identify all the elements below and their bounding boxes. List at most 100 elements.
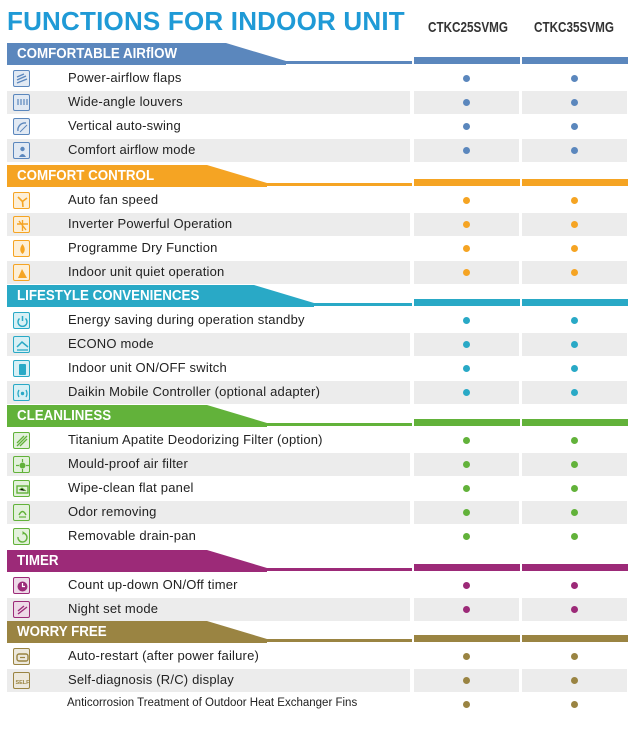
auto-restart-icon xyxy=(13,648,30,665)
column-bar-2 xyxy=(522,564,628,571)
availability-dot-ctkc25svmg xyxy=(463,533,470,540)
availability-dot-ctkc35svmg xyxy=(571,123,578,130)
section-band xyxy=(7,550,267,572)
feature-row: Titanium Apatite Deodorizing Filter (opt… xyxy=(7,429,632,452)
availability-dot-ctkc25svmg xyxy=(463,582,470,589)
feature-row: Indoor unit quiet operation xyxy=(7,261,632,284)
column-bar-1 xyxy=(414,564,520,571)
dry-function-icon xyxy=(13,240,30,257)
feature-label: Auto fan speed xyxy=(68,192,159,207)
self-icon-text: SELF xyxy=(15,680,30,686)
availability-dot-ctkc25svmg xyxy=(463,653,470,660)
section-title: LIFESTYLE CONVENIENCES xyxy=(17,288,200,304)
column-bar-1 xyxy=(414,419,520,426)
feature-row: ECONO mode xyxy=(7,333,632,356)
model-header-1: CTKC25SVMG xyxy=(428,19,508,36)
section-rule xyxy=(7,568,412,571)
availability-dot-ctkc35svmg xyxy=(571,461,578,468)
apatite-filter-icon xyxy=(13,432,30,449)
feature-label: Removable drain-pan xyxy=(68,528,197,543)
section-rule xyxy=(7,61,412,64)
standby-power-icon xyxy=(13,312,30,329)
feature-label: Power-airflow flaps xyxy=(68,70,182,85)
feature-label: Energy saving during operation standby xyxy=(68,312,305,327)
section-header-comfortable-airflow: COMFORTABLE AIRflOW xyxy=(7,43,639,65)
availability-dot-ctkc25svmg xyxy=(463,606,470,613)
row-cell-background xyxy=(7,139,410,162)
column-bar-1 xyxy=(414,299,520,306)
feature-row: Removable drain-pan xyxy=(7,525,632,548)
availability-dot-ctkc35svmg xyxy=(571,653,578,660)
auto-swing-icon xyxy=(13,118,30,135)
availability-dot-ctkc25svmg xyxy=(463,245,470,252)
feature-label: Indoor unit quiet operation xyxy=(68,264,225,279)
feature-row: Comfort airflow mode xyxy=(7,139,632,162)
row-cell-background xyxy=(7,91,410,114)
availability-dot-ctkc35svmg xyxy=(571,677,578,684)
powerful-operation-icon xyxy=(13,216,30,233)
feature-label: ECONO mode xyxy=(68,336,154,351)
page-title: FUNCTIONS FOR INDOOR UNIT xyxy=(7,6,405,36)
flat-panel-icon xyxy=(13,480,30,497)
availability-dot-ctkc25svmg xyxy=(463,269,470,276)
section-band xyxy=(7,405,267,427)
feature-label: Vertical auto-swing xyxy=(68,118,181,133)
feature-label: Count up-down ON/Off timer xyxy=(68,577,238,592)
feature-label: Odor removing xyxy=(68,504,157,519)
self-diagnosis-icon: SELF xyxy=(13,672,30,689)
availability-dot-ctkc35svmg xyxy=(571,485,578,492)
row-cell-background xyxy=(7,598,410,621)
column-bar-2 xyxy=(522,635,628,642)
availability-dot-ctkc35svmg xyxy=(571,99,578,106)
section-title: CLEANLINESS xyxy=(17,408,112,424)
odor-removing-icon xyxy=(13,504,30,521)
night-set-icon xyxy=(13,601,30,618)
feature-label: Wipe-clean flat panel xyxy=(68,480,194,495)
section-band xyxy=(7,165,267,187)
feature-row: Wide-angle louvers xyxy=(7,91,632,114)
feature-label: Self-diagnosis (R/C) display xyxy=(68,672,234,687)
feature-label: Indoor unit ON/OFF switch xyxy=(68,360,227,375)
feature-row: Mould-proof air filter xyxy=(7,453,632,476)
availability-dot-ctkc35svmg xyxy=(571,437,578,444)
feature-row: Auto fan speed xyxy=(7,189,632,212)
row-cell-background xyxy=(7,261,410,284)
feature-label: Daikin Mobile Controller (optional adapt… xyxy=(68,384,321,399)
feature-row: Wipe-clean flat panel xyxy=(7,477,632,500)
availability-dot-ctkc25svmg xyxy=(463,221,470,228)
column-bar-1 xyxy=(414,635,520,642)
section-rule xyxy=(7,303,412,306)
availability-dot-ctkc25svmg xyxy=(463,677,470,684)
feature-row: Auto-restart (after power failure) xyxy=(7,645,632,668)
section-header-worry-free: WORRY FREE xyxy=(7,621,639,643)
availability-dot-ctkc25svmg xyxy=(463,197,470,204)
availability-dot-ctkc25svmg xyxy=(463,341,470,348)
availability-dot-ctkc25svmg xyxy=(463,365,470,372)
row-cell-background xyxy=(7,333,410,356)
mould-proof-filter-icon xyxy=(13,456,30,473)
row-cell-background xyxy=(7,213,410,236)
availability-dot-ctkc25svmg xyxy=(463,509,470,516)
row-cell-background xyxy=(7,381,410,404)
availability-dot-ctkc35svmg xyxy=(571,701,578,708)
on-off-switch-icon xyxy=(13,360,30,377)
availability-dot-ctkc35svmg xyxy=(571,341,578,348)
section-title: WORRY FREE xyxy=(17,624,107,640)
feature-label: Inverter Powerful Operation xyxy=(68,216,233,231)
feature-row: Programme Dry Function xyxy=(7,237,632,260)
comfort-airflow-icon xyxy=(13,142,30,159)
section-rule xyxy=(7,183,412,186)
feature-label: Comfort airflow mode xyxy=(68,142,196,157)
availability-dot-ctkc35svmg xyxy=(571,509,578,516)
availability-dot-ctkc35svmg xyxy=(571,606,578,613)
availability-dot-ctkc35svmg xyxy=(571,269,578,276)
feature-row: Energy saving during operation standby xyxy=(7,309,632,332)
quiet-operation-icon xyxy=(13,264,30,281)
section-band xyxy=(7,621,267,643)
auto-fan-icon xyxy=(13,192,30,209)
section-title: COMFORT CONTROL xyxy=(17,168,155,184)
column-bar-2 xyxy=(522,299,628,306)
feature-row: Anticorrosion Treatment of Outdoor Heat … xyxy=(7,693,632,716)
feature-label: Night set mode xyxy=(68,601,159,616)
feature-row: Indoor unit ON/OFF switch xyxy=(7,357,632,380)
